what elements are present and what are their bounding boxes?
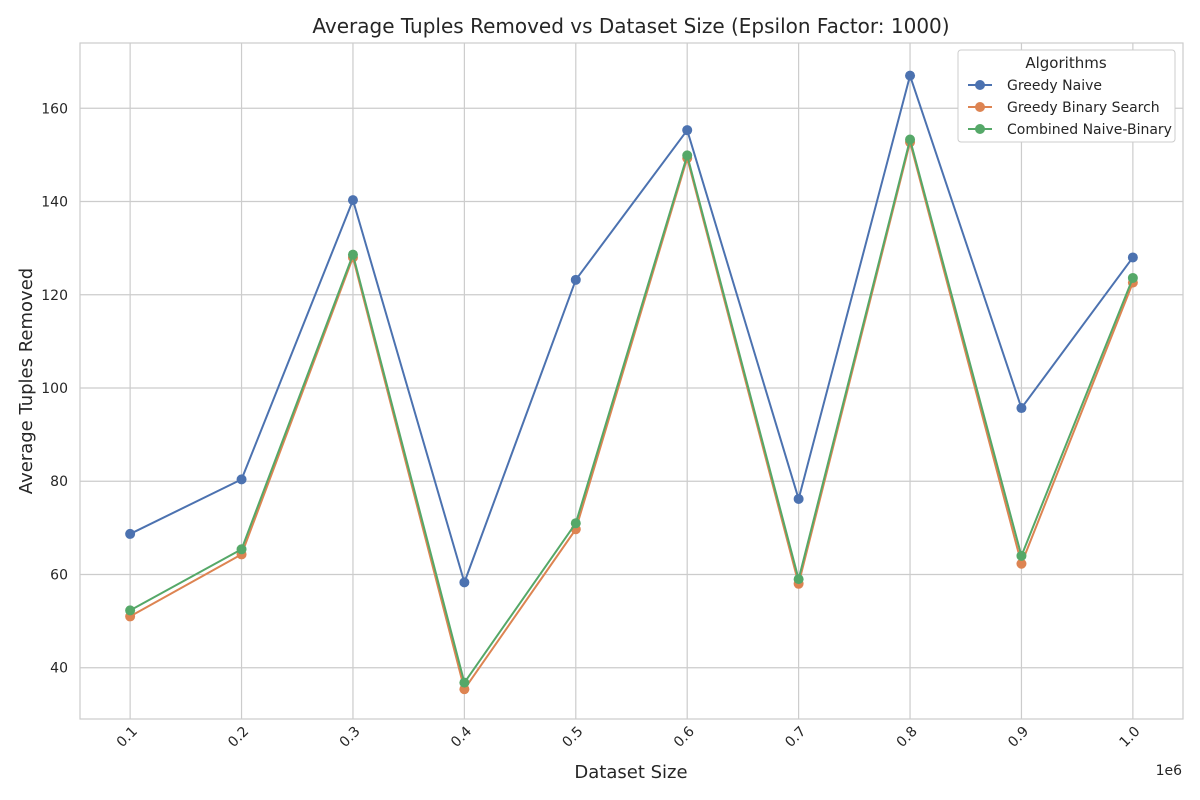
data-point <box>125 605 136 616</box>
series-0 <box>125 70 1138 588</box>
legend-marker <box>975 80 985 90</box>
legend-marker <box>975 124 985 134</box>
data-point <box>459 577 470 588</box>
data-point <box>1127 272 1138 283</box>
series-line <box>129 138 1134 684</box>
data-point <box>347 195 358 206</box>
series-2 <box>125 134 1138 688</box>
x-tick-label: 0.2 <box>225 724 252 751</box>
x-tick-label: 1.0 <box>1117 724 1144 751</box>
series-layer <box>125 70 1138 695</box>
data-point <box>459 677 470 688</box>
y-axis-label: Average Tuples Removed <box>16 268 37 494</box>
plot-frame <box>79 42 1184 720</box>
data-point <box>1016 550 1027 561</box>
legend-label: Greedy Binary Search <box>1007 100 1160 116</box>
x-axis-label: Dataset Size <box>574 762 687 783</box>
y-tick-label: 120 <box>41 288 68 304</box>
data-point <box>236 544 247 555</box>
y-tick-label: 80 <box>50 474 68 490</box>
legend-label: Combined Naive-Binary <box>1007 122 1172 138</box>
data-point <box>570 518 581 529</box>
data-point <box>236 474 247 485</box>
y-tick-label: 60 <box>50 567 68 583</box>
data-point <box>1016 558 1027 569</box>
data-point <box>793 493 804 504</box>
legend-marker <box>975 102 985 112</box>
y-tick-label: 140 <box>41 195 68 211</box>
x-tick-label: 0.1 <box>114 724 141 751</box>
data-point <box>905 134 916 145</box>
data-point <box>682 150 693 161</box>
data-point <box>1016 403 1027 414</box>
chart-title: Average Tuples Removed vs Dataset Size (… <box>312 14 949 38</box>
x-tick-label: 0.9 <box>1005 724 1032 751</box>
x-tick-label: 0.8 <box>894 724 921 751</box>
y-tick-label: 160 <box>41 101 68 117</box>
legend-box <box>957 49 1176 143</box>
data-point <box>570 274 581 285</box>
x-tick-label: 0.4 <box>448 724 475 751</box>
legend-title: Algorithms <box>1025 54 1106 72</box>
data-point <box>1127 252 1138 263</box>
series-line <box>129 74 1134 584</box>
data-point <box>905 70 916 81</box>
y-tick-label: 100 <box>41 381 68 397</box>
series-1 <box>125 137 1138 695</box>
series-line <box>129 141 1134 691</box>
x-tick-label: 0.6 <box>671 724 698 751</box>
data-point <box>347 249 358 260</box>
grid <box>80 43 1183 719</box>
legend-label: Greedy Naive <box>1007 78 1102 94</box>
data-point <box>682 125 693 136</box>
x-tick-label: 0.7 <box>782 724 809 751</box>
data-point <box>793 574 804 585</box>
x-tick-label: 0.3 <box>337 724 364 751</box>
legend: Algorithms Greedy Naive Greedy Binary Sea… <box>957 49 1176 143</box>
x-tick-label: 0.5 <box>559 724 586 751</box>
tick-labels: 0.1 0.2 0.3 0.4 0.5 0.6 0.7 0.8 0.9 1.0 40 60 80 100 1… <box>41 101 1143 750</box>
x-offset-text: 1e6 <box>1156 763 1183 779</box>
y-tick-label: 40 <box>50 661 68 677</box>
data-point <box>125 528 136 539</box>
